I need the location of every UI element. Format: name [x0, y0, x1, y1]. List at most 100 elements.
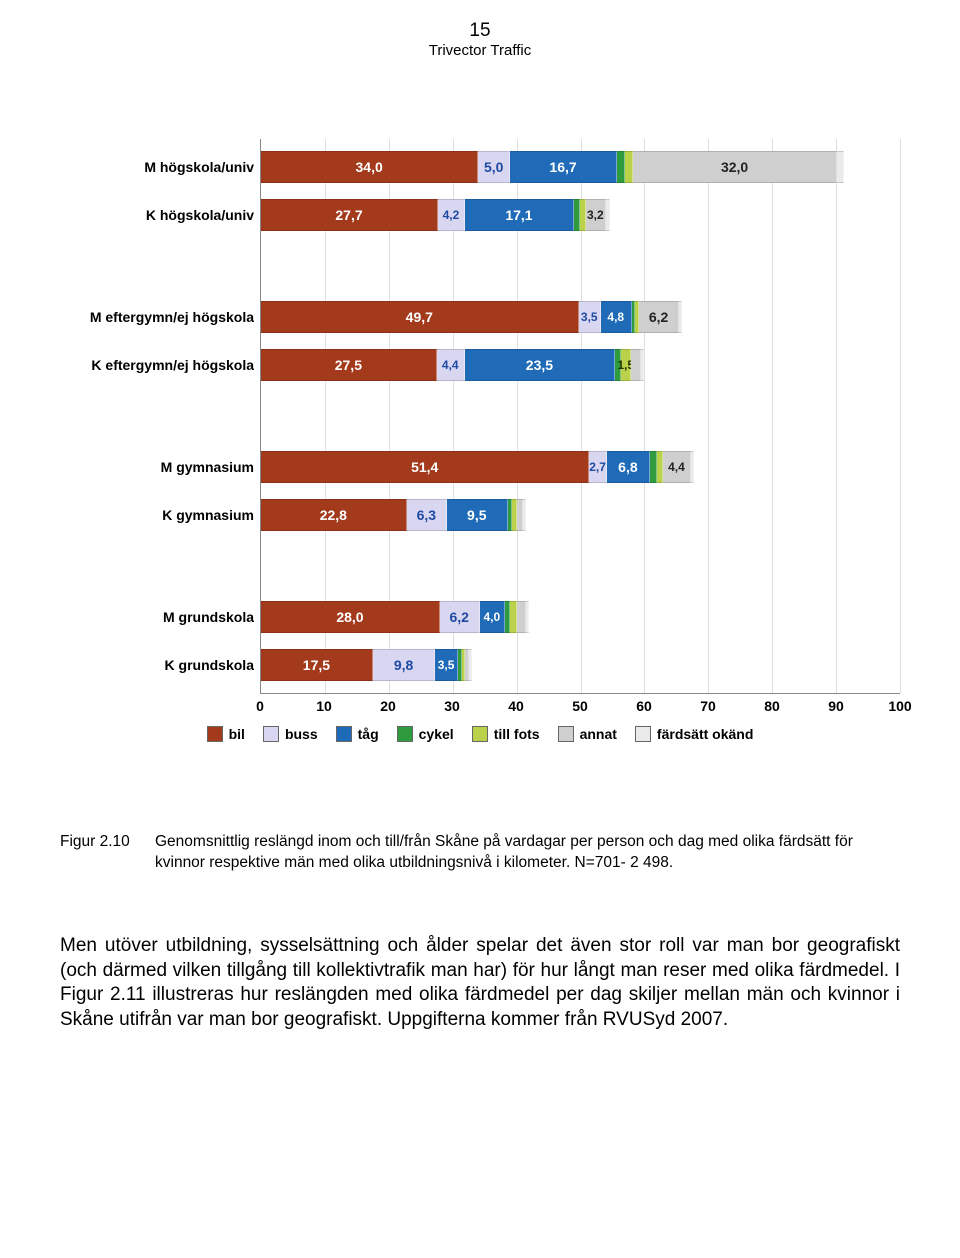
figure-label: Figur 2.10	[60, 832, 155, 874]
bar-segment-buss: 3,5	[579, 301, 601, 333]
bar-row: 17,59,83,5	[261, 649, 900, 681]
bar-segment-bil: 27,5	[261, 349, 437, 381]
bar-segment-tag: 9,5	[447, 499, 508, 531]
category-label: K gymnasium	[60, 499, 260, 531]
bar-segment-okand	[837, 151, 843, 183]
bar-segment-buss: 5,0	[478, 151, 510, 183]
bar-segment-okand	[641, 349, 644, 381]
legend-swatch	[336, 726, 352, 742]
x-tick: 80	[764, 698, 780, 714]
stacked-bar: 34,05,016,7 32,0	[261, 151, 900, 183]
bar-row: 27,74,217,1 3,2	[261, 199, 900, 231]
figure-caption: Figur 2.10 Genomsnittlig reslängd inom o…	[60, 832, 900, 874]
category-label: M högskola/univ	[60, 151, 260, 183]
bar-segment-buss: 6,3	[407, 499, 447, 531]
legend-item-tillfots: till fots	[472, 726, 540, 742]
legend-swatch	[472, 726, 488, 742]
legend-swatch	[263, 726, 279, 742]
bar-segment-tag: 17,1	[465, 199, 574, 231]
stacked-bar: 49,73,54,86,2	[261, 301, 900, 333]
bar-segment-okand	[691, 451, 694, 483]
bar-segment-buss: 4,4	[437, 349, 465, 381]
legend-item-okand: färdsätt okänd	[635, 726, 753, 742]
legend-label: tåg	[358, 726, 379, 742]
bar-segment-tag: 16,7	[510, 151, 617, 183]
legend-swatch	[207, 726, 223, 742]
x-tick: 90	[828, 698, 844, 714]
bar-row: 34,05,016,7 32,0	[261, 151, 900, 183]
legend-label: annat	[580, 726, 617, 742]
bar-segment-bil: 34,0	[261, 151, 478, 183]
bar-segment-bil: 28,0	[261, 601, 440, 633]
category-label: K grundskola	[60, 649, 260, 681]
stacked-bar: 27,74,217,1 3,2	[261, 199, 900, 231]
page-subtitle: Trivector Traffic	[60, 42, 900, 59]
bar-segment-tag: 4,0	[480, 601, 506, 633]
bar-row: 51,42,76,84,4	[261, 451, 900, 483]
legend-label: cykel	[419, 726, 454, 742]
bar-segment-tillfots: 1,5	[621, 349, 631, 381]
x-tick: 20	[380, 698, 396, 714]
stacked-bar: 28,06,24,0	[261, 601, 900, 633]
x-tick: 60	[636, 698, 652, 714]
legend: bil buss tåg cykel till fots annat färdsätt ok…	[60, 726, 900, 742]
bar-segment-buss: 2,7	[589, 451, 606, 483]
legend-label: bil	[229, 726, 245, 742]
legend-label: färdsätt okänd	[657, 726, 753, 742]
category-label: M grundskola	[60, 601, 260, 633]
bar-segment-bil: 17,5	[261, 649, 373, 681]
bar-segment-annat: 6,2	[639, 301, 679, 333]
bar-segment-annat: 32,0	[633, 151, 837, 183]
category-label: M gymnasium	[60, 451, 260, 483]
legend-swatch	[397, 726, 413, 742]
category-labels: M högskola/univK högskola/univM eftergym…	[60, 139, 260, 693]
x-tick: 100	[888, 698, 911, 714]
bar-row: 27,54,423,5 1,5	[261, 349, 900, 381]
bar-segment-tag: 6,8	[607, 451, 650, 483]
x-tick: 70	[700, 698, 716, 714]
legend-swatch	[635, 726, 651, 742]
category-label: M eftergymn/ej högskola	[60, 301, 260, 333]
legend-item-tag: tåg	[336, 726, 379, 742]
category-label: K eftergymn/ej högskola	[60, 349, 260, 381]
bar-segment-tillfots	[625, 151, 633, 183]
bar-segment-buss: 4,2	[438, 199, 465, 231]
figure-caption-text: Genomsnittlig reslängd inom och till/frå…	[155, 832, 900, 874]
bar-row: 28,06,24,0	[261, 601, 900, 633]
bar-segment-tag: 4,8	[601, 301, 632, 333]
grid-line	[900, 139, 901, 693]
legend-item-buss: buss	[263, 726, 318, 742]
bar-segment-annat	[631, 349, 641, 381]
bar-segment-cykel	[617, 151, 625, 183]
bar-row: 49,73,54,86,2	[261, 301, 900, 333]
bar-segment-bil: 22,8	[261, 499, 407, 531]
x-tick: 30	[444, 698, 460, 714]
body-paragraph: Men utöver utbildning, sysselsättning oc…	[60, 934, 900, 1033]
legend-label: till fots	[494, 726, 540, 742]
x-axis: 0102030405060708090100	[260, 694, 900, 716]
legend-swatch	[558, 726, 574, 742]
bar-segment-tag: 23,5	[465, 349, 615, 381]
bar-segment-okand	[679, 301, 682, 333]
stacked-bar: 22,86,39,5	[261, 499, 900, 531]
bar-segment-okand	[469, 649, 472, 681]
legend-item-bil: bil	[207, 726, 245, 742]
stacked-bar: 17,59,83,5	[261, 649, 900, 681]
bar-segment-annat: 4,4	[663, 451, 691, 483]
bar-segment-bil: 27,7	[261, 199, 438, 231]
bar-segment-okand	[523, 499, 526, 531]
plot-area: 34,05,016,7 32,0 27,74,217,1 3,2 49,73,54,86…	[260, 139, 900, 694]
x-tick: 0	[256, 698, 264, 714]
bar-segment-okand	[606, 199, 610, 231]
bar-row: 22,86,39,5	[261, 499, 900, 531]
bar-segment-buss: 6,2	[440, 601, 480, 633]
legend-label: buss	[285, 726, 318, 742]
stacked-bar: 51,42,76,84,4	[261, 451, 900, 483]
bar-segment-annat: 3,2	[586, 199, 606, 231]
legend-item-annat: annat	[558, 726, 617, 742]
bar-segment-okand	[526, 601, 529, 633]
bar-segment-annat	[517, 601, 527, 633]
stacked-bar-chart: M högskola/univK högskola/univM eftergym…	[60, 139, 900, 742]
page: 15 Trivector Traffic M högskola/univK hö…	[0, 0, 960, 1073]
page-number: 15	[60, 20, 900, 42]
